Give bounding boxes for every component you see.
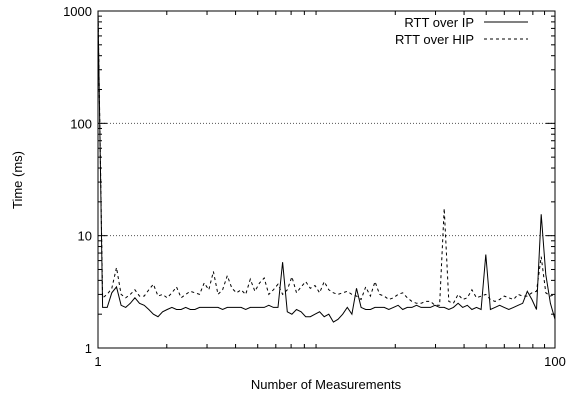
y-axis-label: Time (ms) bbox=[10, 151, 25, 209]
series-line-ip bbox=[98, 11, 555, 322]
y-tick-label: 100 bbox=[70, 116, 92, 131]
y-tick-label: 1000 bbox=[63, 4, 92, 19]
grid-lines bbox=[98, 123, 555, 235]
legend-label-hip: RTT over HIP bbox=[395, 32, 474, 47]
x-tick-label: 1 bbox=[94, 354, 101, 369]
y-tick-label: 10 bbox=[78, 229, 92, 244]
x-tick-label: 100 bbox=[544, 354, 566, 369]
y-tick-label: 1 bbox=[85, 341, 92, 356]
legend-label-ip: RTT over IP bbox=[404, 15, 474, 30]
x-axis-label: Number of Measurements bbox=[251, 377, 402, 392]
series-lines bbox=[98, 11, 555, 322]
legend: RTT over IP RTT over HIP bbox=[395, 15, 528, 47]
